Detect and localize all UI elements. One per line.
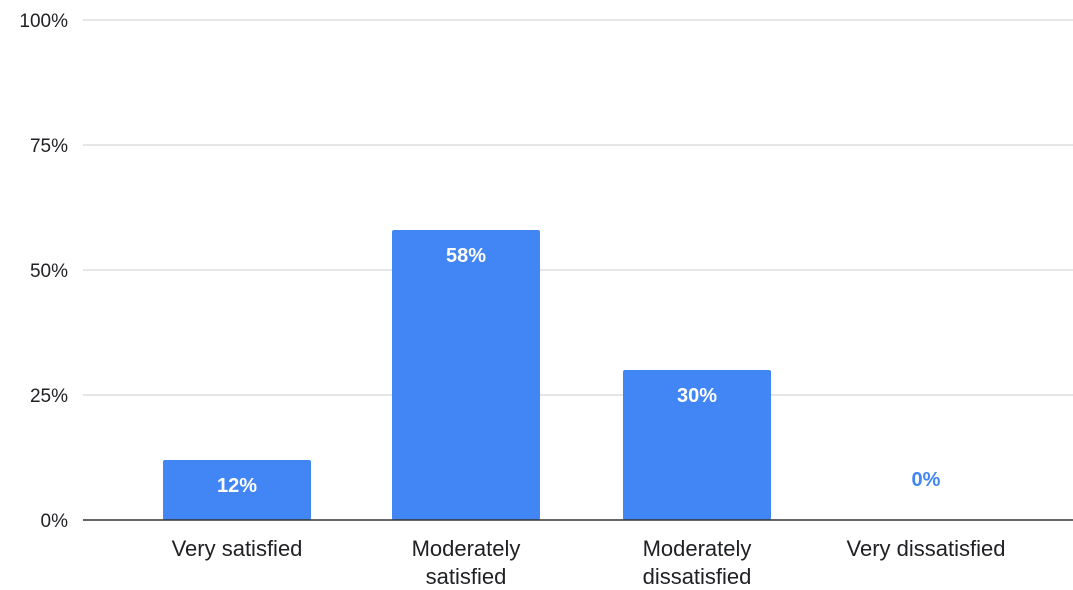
data-label: 0% <box>912 469 941 491</box>
bar <box>163 460 311 520</box>
data-label: 30% <box>677 385 717 407</box>
bars <box>163 230 771 520</box>
y-axis-ticks: 0% 25% 50% 75% 100% <box>19 11 68 532</box>
data-labels: 12% 58% 30% 0% <box>217 245 941 497</box>
category-label: Very dissatisfied <box>847 536 1006 561</box>
y-tick-label: 0% <box>41 511 69 532</box>
category-label: Moderately <box>412 536 521 561</box>
y-tick-label: 75% <box>30 136 68 157</box>
y-tick-label: 50% <box>30 261 68 282</box>
category-label: dissatisfied <box>643 564 752 589</box>
data-label: 58% <box>446 245 486 267</box>
gridlines <box>83 19 1073 396</box>
category-labels: Very satisfied Moderately satisfied Moderat… <box>172 536 1006 589</box>
y-tick-label: 100% <box>19 11 68 32</box>
bar <box>392 230 540 520</box>
category-label: Very satisfied <box>172 536 303 561</box>
category-label: satisfied <box>426 564 507 589</box>
category-label: Moderately <box>643 536 752 561</box>
data-label: 12% <box>217 475 257 497</box>
y-tick-label: 25% <box>30 386 68 407</box>
bar <box>623 370 771 520</box>
